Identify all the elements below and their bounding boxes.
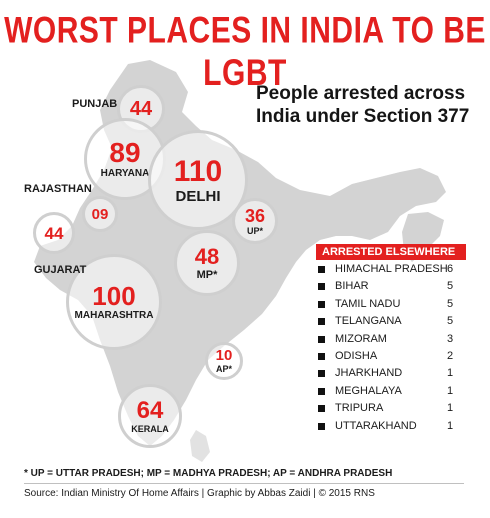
list-item: JHARKHAND 1 [316, 366, 476, 383]
bubble-value: 36 [244, 205, 266, 226]
state-name: TELANGANA [335, 315, 402, 328]
label-gujarat: GUJARAT [34, 264, 87, 276]
elsewhere-heading: ARRESTED ELSEWHERE [316, 244, 466, 260]
list-item: MEGHALAYA 1 [316, 384, 476, 401]
divider [24, 483, 464, 484]
state-name: MIZORAM [335, 332, 387, 345]
bubble-value: 64 [136, 396, 164, 424]
arrest-count: 1 [447, 402, 454, 415]
state-name: UTTARAKHAND [335, 419, 417, 432]
bubble-label: HARYANA [100, 168, 150, 179]
bullet-square-icon [318, 266, 325, 273]
abbreviation-footnote: * UP = UTTAR PRADESH; MP = MADHYA PRADES… [24, 468, 393, 479]
list-item: TELANGANA 5 [316, 314, 476, 331]
arrest-count: 5 [447, 315, 454, 328]
bubble-value: 44 [129, 98, 153, 120]
bubble-value: 110 [173, 154, 223, 188]
bubble-value: 10 [215, 347, 233, 364]
list-item: TAMIL NADU 5 [316, 297, 476, 314]
list-item: ODISHA 2 [316, 349, 476, 366]
bubble-label: MP* [196, 268, 218, 281]
bullet-square-icon [318, 283, 325, 291]
list-item: BIHAR 5 [316, 279, 476, 296]
arrest-count: 1 [447, 384, 454, 397]
bubble-label: DELHI [175, 187, 221, 205]
bubble-maharashtra: 100 MAHARASHTRA [66, 254, 162, 350]
list-item: TRIPURA 1 [316, 401, 476, 418]
sri-lanka-shape [190, 430, 210, 462]
arrest-count: 1 [447, 367, 454, 380]
bullet-square-icon [318, 300, 325, 308]
arrest-count: 5 [447, 280, 454, 293]
bubble-value: 48 [194, 243, 220, 269]
bubble-gujarat: 44 [33, 212, 75, 254]
bubble-value: 100 [92, 281, 136, 311]
state-name: HIMACHAL PRADESH [335, 263, 448, 275]
arrest-count: 2 [447, 349, 454, 362]
state-name: ODISHA [335, 349, 378, 362]
bubble-up: 36 UP* [232, 198, 278, 244]
page-subtitle: People arrested across India under Secti… [256, 83, 470, 127]
bubble-ap: 10 AP* [205, 342, 243, 380]
arrest-count: 1 [447, 419, 454, 432]
bubble-value: 09 [91, 205, 109, 223]
state-name: MEGHALAYA [335, 384, 402, 397]
bubble-mp: 48 MP* [174, 230, 240, 296]
label-rajasthan: RAJASTHAN [24, 183, 92, 195]
state-name: TAMIL NADU [335, 297, 401, 310]
bullet-square-icon [318, 318, 325, 326]
state-name: TRIPURA [335, 402, 384, 415]
bullet-square-icon [318, 370, 325, 378]
bubble-label: AP* [215, 364, 232, 374]
page-title: WORST PLACES IN INDIA TO BE LGBT [4, 10, 486, 94]
bullet-square-icon [318, 387, 325, 395]
list-item: MIZORAM 3 [316, 332, 476, 349]
bubble-value: 44 [44, 223, 64, 243]
bubble-label: MAHARASHTRA [74, 310, 154, 321]
arrest-count: 3 [447, 332, 454, 345]
elsewhere-list: HIMACHAL PRADESH 6 BIHAR 5 TAMIL NADU 5 TEL… [316, 262, 476, 436]
bubble-label: KERALA [131, 423, 169, 434]
bubble-kerala: 64 KERALA [118, 384, 182, 448]
bullet-square-icon [318, 405, 325, 413]
source-credit: Source: Indian Ministry Of Home Affairs … [24, 488, 375, 499]
bubble-value: 89 [109, 137, 141, 168]
arrest-count: 5 [447, 297, 454, 310]
arrest-count: 6 [447, 263, 454, 275]
state-name: BIHAR [335, 280, 369, 293]
list-item: HIMACHAL PRADESH 6 [316, 262, 476, 279]
label-punjab: PUNJAB [72, 98, 118, 110]
bullet-square-icon [318, 335, 325, 343]
list-item: UTTARAKHAND 1 [316, 419, 476, 436]
state-name: JHARKHAND [335, 367, 403, 380]
bullet-square-icon [318, 352, 325, 360]
bubble-label: UP* [246, 225, 263, 236]
bubble-rajasthan: 09 [82, 196, 118, 232]
bubble-delhi: 110 DELHI [148, 130, 248, 230]
bullet-square-icon [318, 422, 325, 430]
